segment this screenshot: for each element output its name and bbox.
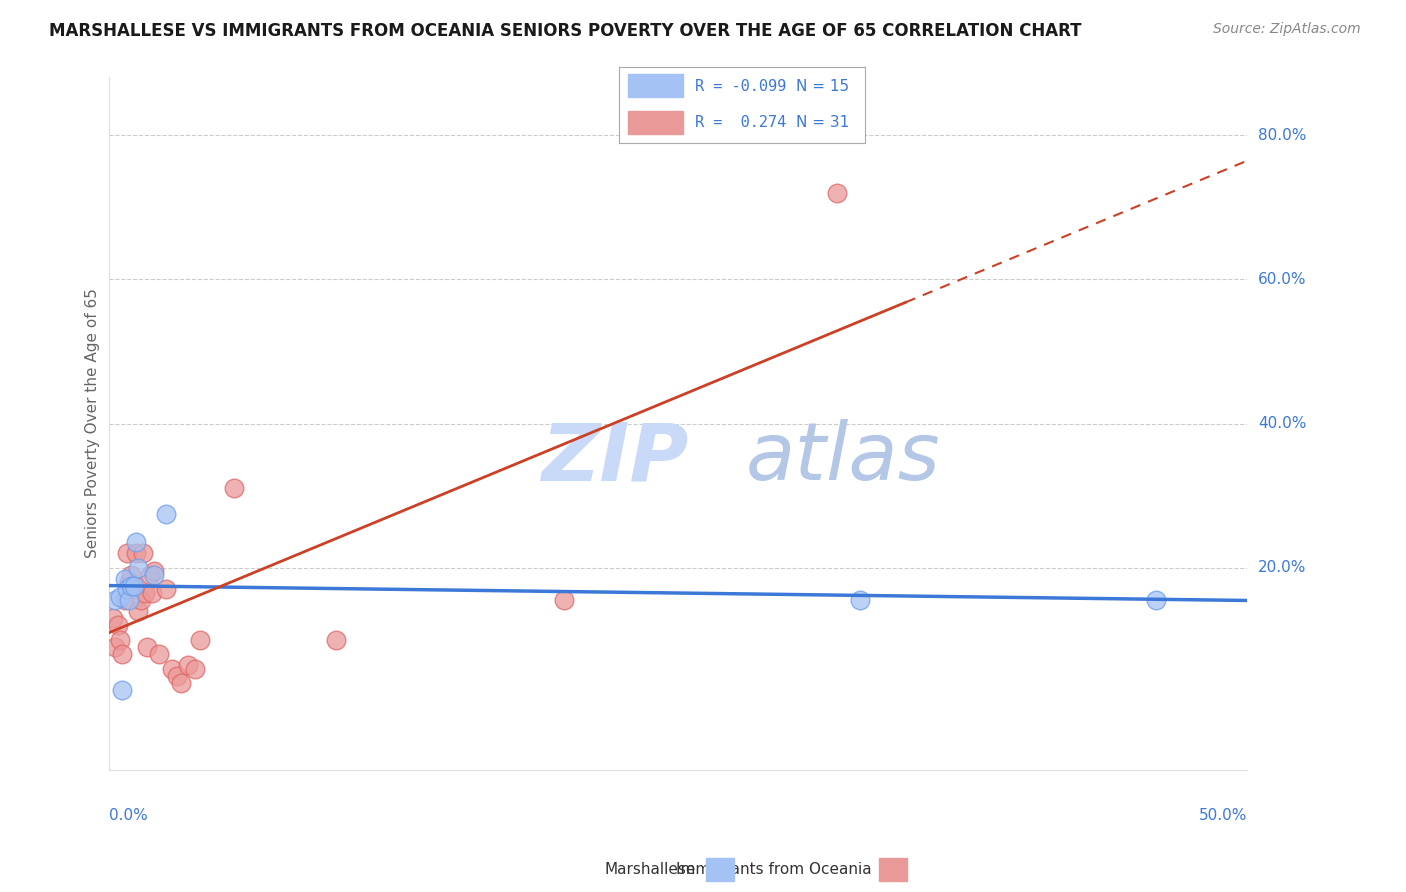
Text: MARSHALLESE VS IMMIGRANTS FROM OCEANIA SENIORS POVERTY OVER THE AGE OF 65 CORREL: MARSHALLESE VS IMMIGRANTS FROM OCEANIA S… xyxy=(49,22,1081,40)
Point xyxy=(134,586,156,600)
Point xyxy=(114,593,136,607)
Point xyxy=(553,593,575,607)
Point xyxy=(118,575,141,590)
Text: 60.0%: 60.0% xyxy=(1258,272,1306,287)
Point xyxy=(162,662,184,676)
Point xyxy=(143,568,166,582)
Point xyxy=(849,593,872,607)
Text: N = 31: N = 31 xyxy=(796,115,849,130)
Point xyxy=(166,669,188,683)
Text: 50.0%: 50.0% xyxy=(1199,808,1247,823)
Text: R = -0.099: R = -0.099 xyxy=(695,78,786,94)
Point xyxy=(155,582,177,597)
Text: Marshallese: Marshallese xyxy=(605,863,696,877)
Point xyxy=(115,546,138,560)
Point xyxy=(188,632,211,647)
Point xyxy=(136,640,159,654)
Point xyxy=(127,560,149,574)
Bar xyxy=(628,75,683,97)
Point xyxy=(143,564,166,578)
Text: 20.0%: 20.0% xyxy=(1258,560,1306,575)
Point xyxy=(132,546,155,560)
Point xyxy=(129,593,152,607)
Point xyxy=(111,683,134,698)
Point xyxy=(107,618,129,632)
Point xyxy=(114,572,136,586)
Point xyxy=(125,535,148,549)
Point xyxy=(120,568,142,582)
Point xyxy=(148,647,170,661)
Point xyxy=(125,546,148,560)
Point xyxy=(141,586,163,600)
Point xyxy=(122,579,145,593)
Text: Source: ZipAtlas.com: Source: ZipAtlas.com xyxy=(1213,22,1361,37)
Text: atlas: atlas xyxy=(747,419,941,497)
Y-axis label: Seniors Poverty Over the Age of 65: Seniors Poverty Over the Age of 65 xyxy=(86,289,100,558)
Point xyxy=(120,579,142,593)
Point xyxy=(118,593,141,607)
Point xyxy=(104,640,127,654)
Text: Immigrants from Oceania: Immigrants from Oceania xyxy=(676,863,872,877)
Bar xyxy=(628,111,683,134)
Point xyxy=(104,593,127,607)
Point xyxy=(184,662,207,676)
Text: 0.0%: 0.0% xyxy=(108,808,148,823)
Point xyxy=(127,604,149,618)
Point xyxy=(108,632,131,647)
Point xyxy=(122,582,145,597)
Point xyxy=(222,482,245,496)
Point xyxy=(115,582,138,597)
Text: N = 15: N = 15 xyxy=(796,78,849,94)
Text: R =  0.274: R = 0.274 xyxy=(695,115,786,130)
Point xyxy=(155,507,177,521)
Point xyxy=(138,568,160,582)
Point xyxy=(108,590,131,604)
Text: ZIP: ZIP xyxy=(541,419,689,497)
Point xyxy=(103,611,125,625)
Point xyxy=(111,647,134,661)
Point xyxy=(1144,593,1167,607)
Point xyxy=(170,676,193,690)
Text: 40.0%: 40.0% xyxy=(1258,416,1306,431)
Point xyxy=(325,632,347,647)
Text: 80.0%: 80.0% xyxy=(1258,128,1306,143)
Point xyxy=(825,186,848,200)
Point xyxy=(177,658,200,673)
